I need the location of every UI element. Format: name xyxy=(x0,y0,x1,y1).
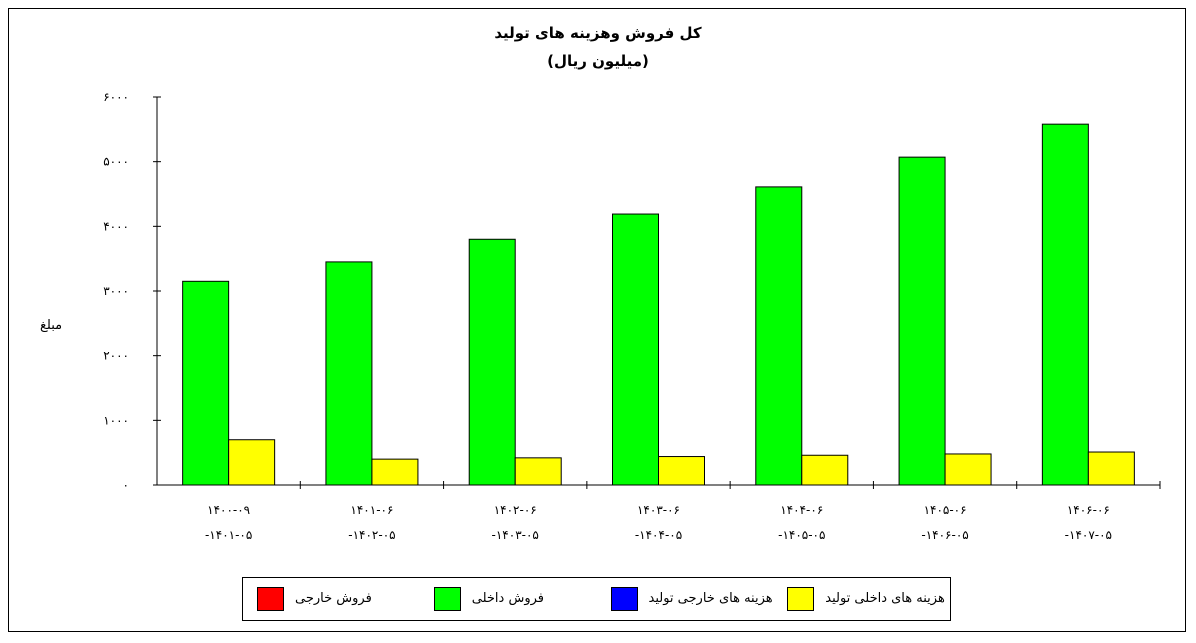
legend-item: هزینه های داخلی تولید xyxy=(773,587,950,611)
chart-legend: فروش خارجی فروش داخلی هزینه های خارجی تولی… xyxy=(242,577,951,621)
x-tick-label: -۱۴۰۱-۰۵ xyxy=(205,528,252,542)
x-tick-label: ۱۴۰۰-۰۹ xyxy=(207,503,250,517)
legend-item: فروش داخلی xyxy=(420,587,597,611)
legend-swatch xyxy=(610,587,638,611)
bar xyxy=(612,213,659,486)
x-tick-label: ۱۴۰۵-۰۶ xyxy=(924,503,967,517)
bar xyxy=(228,439,276,486)
legend-swatch xyxy=(787,587,815,611)
bar xyxy=(801,454,849,486)
legend-label: فروش خارجی xyxy=(295,591,372,606)
bar xyxy=(182,280,230,486)
chart-subtitle: (میلیون ریال) xyxy=(547,52,649,70)
y-tick-label: ۶۰۰۰ xyxy=(103,90,129,104)
bar xyxy=(468,238,516,486)
bar xyxy=(514,457,562,486)
legend-swatch xyxy=(433,587,461,611)
y-tick-label: ۵۰۰۰ xyxy=(103,155,129,169)
legend-label: هزینه های داخلی تولید xyxy=(825,591,945,606)
bar xyxy=(1087,451,1135,486)
chart-title: کل فروش وهزینه های تولید xyxy=(494,24,702,42)
bar xyxy=(658,456,705,486)
bar xyxy=(755,186,803,486)
legend-swatch xyxy=(257,587,284,611)
x-tick-label: -۱۴۰۵-۰۵ xyxy=(778,528,825,542)
x-tick-label: ۱۴۰۶-۰۶ xyxy=(1067,503,1110,517)
y-tick-label: ۳۰۰۰ xyxy=(103,284,129,298)
x-tick-label: -۱۴۰۳-۰۵ xyxy=(492,528,539,542)
x-tick-label: ۱۴۰۳-۰۶ xyxy=(637,503,680,517)
legend-item: هزینه های خارجی تولید xyxy=(597,587,774,611)
x-tick-label: ۱۴۰۱-۰۶ xyxy=(350,503,393,517)
bar xyxy=(1041,123,1089,486)
y-tick-label: ۲۰۰۰ xyxy=(103,349,129,363)
legend-label: فروش داخلی xyxy=(471,591,544,606)
x-tick-label: ۱۴۰۲-۰۶ xyxy=(494,503,537,517)
bar xyxy=(898,156,946,486)
bar xyxy=(371,458,419,486)
y-tick-label: ۴۰۰۰ xyxy=(103,219,129,233)
x-tick-label: ۱۴۰۴-۰۶ xyxy=(780,503,823,517)
x-tick-label: -۱۴۰۴-۰۵ xyxy=(635,528,682,542)
x-tick-label: -۱۴۰۷-۰۵ xyxy=(1065,528,1112,542)
bar xyxy=(325,261,373,486)
legend-label: هزینه های خارجی تولید xyxy=(648,591,773,606)
y-axis-label: مبلغ xyxy=(40,318,63,333)
y-tick-label: ۱۰۰۰ xyxy=(103,413,129,427)
bar xyxy=(944,453,992,486)
x-tick-label: -۱۴۰۶-۰۵ xyxy=(921,528,968,542)
x-tick-label: -۱۴۰۲-۰۵ xyxy=(348,528,395,542)
y-tick-label: ۰ xyxy=(123,478,129,492)
legend-item: فروش خارجی xyxy=(243,587,420,611)
